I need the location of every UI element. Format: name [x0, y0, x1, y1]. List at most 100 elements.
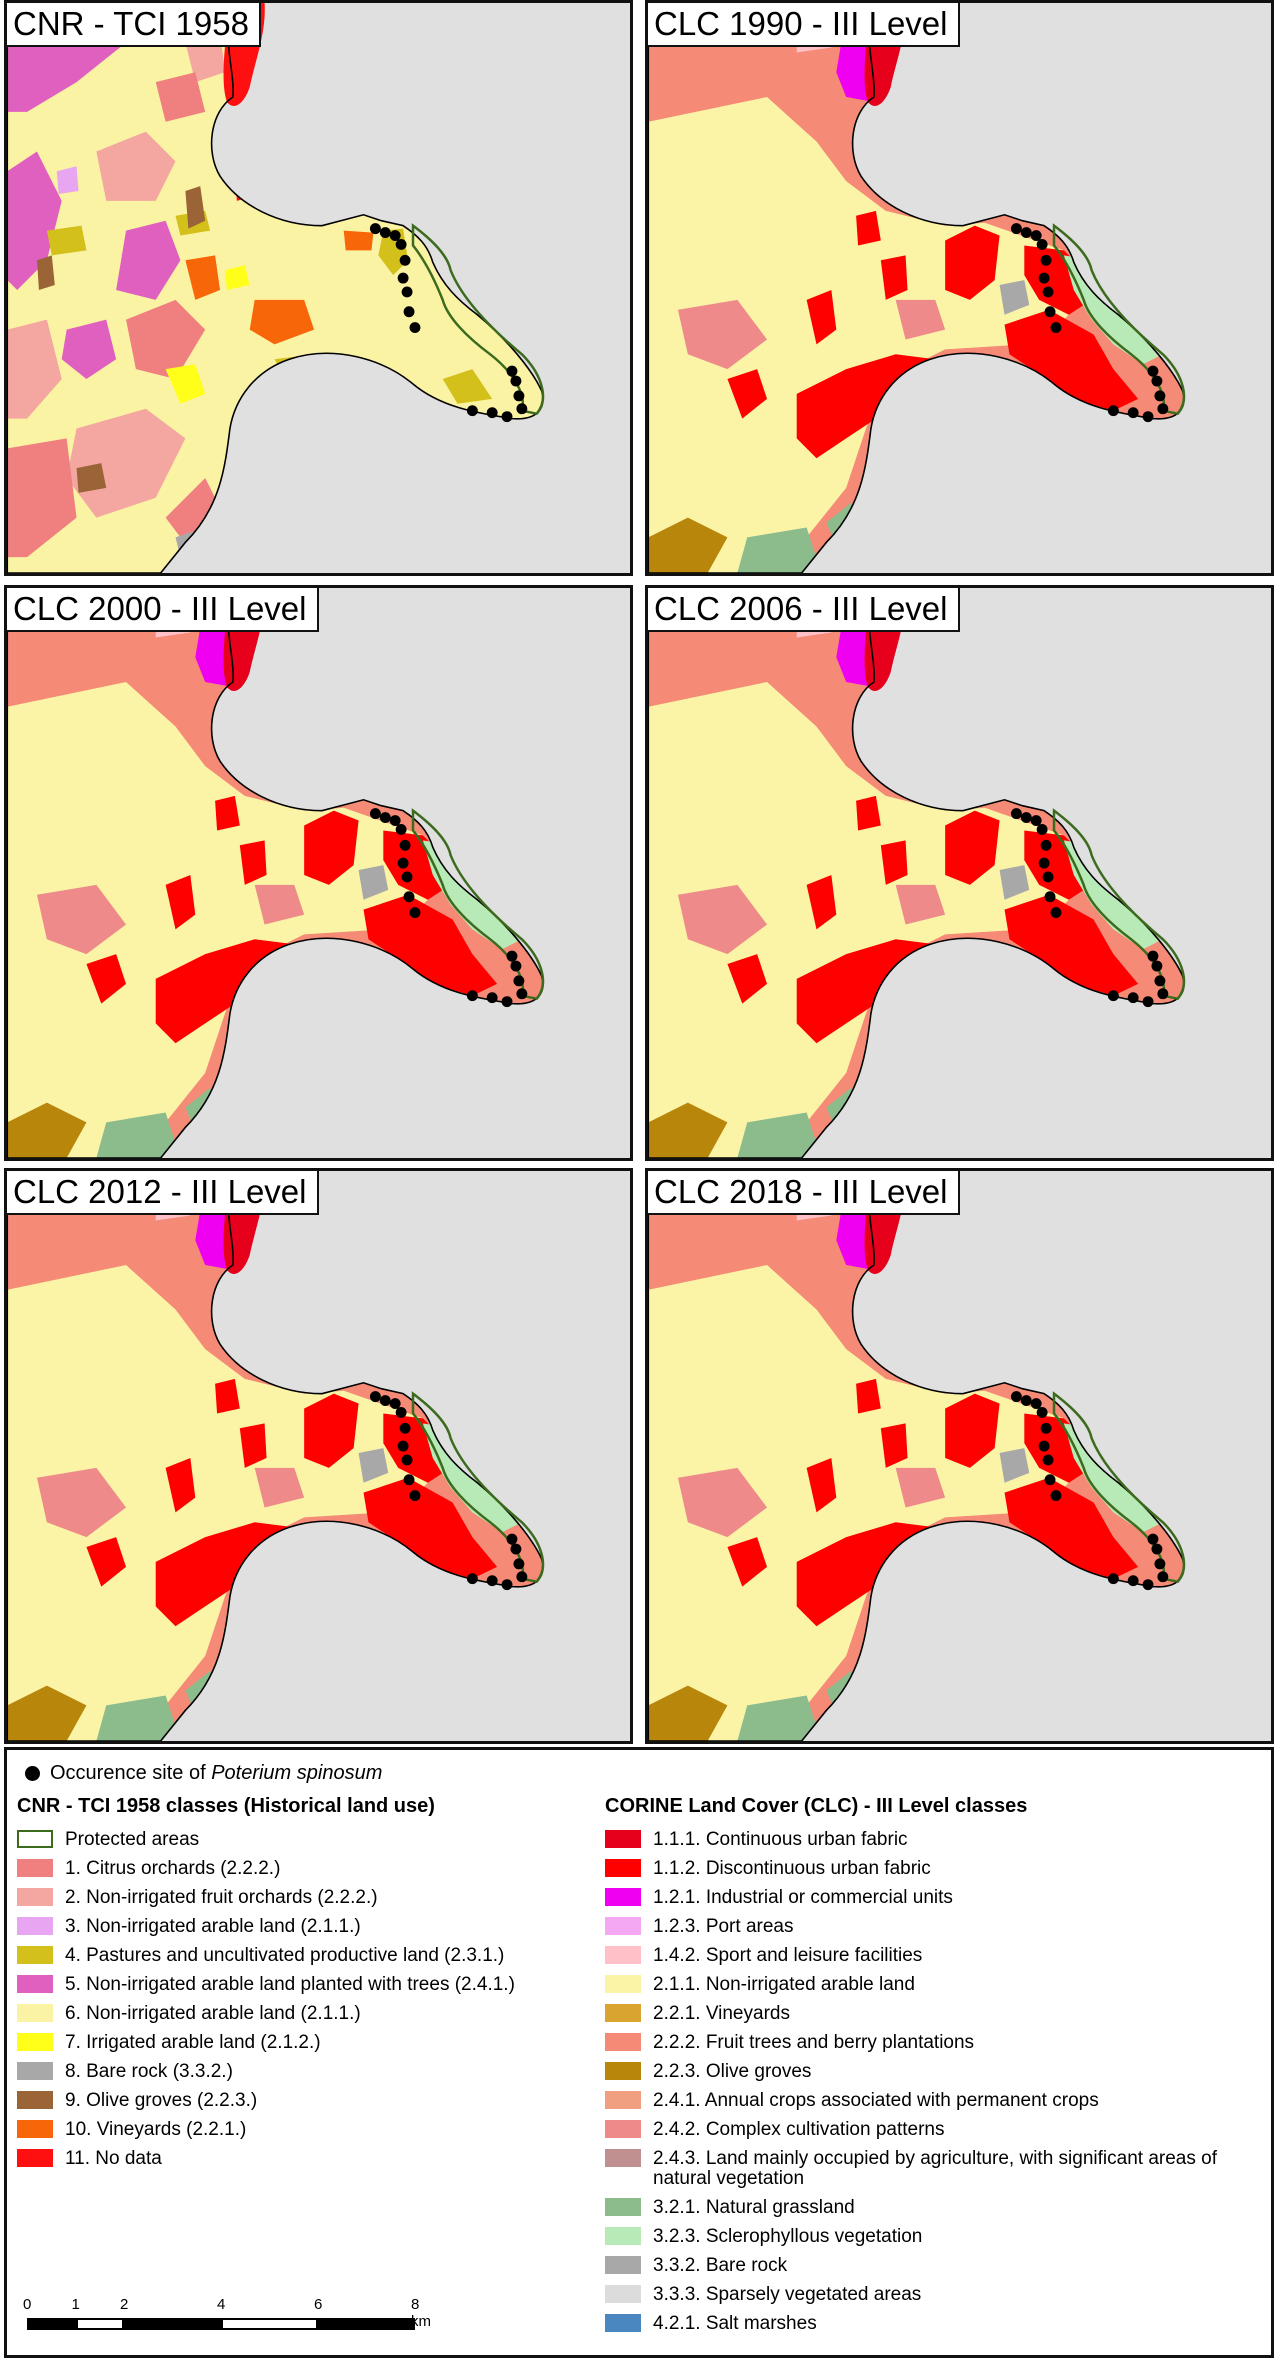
panel-title: CLC 2018 - III Level	[648, 1171, 960, 1215]
panel-title: CLC 2000 - III Level	[7, 588, 319, 632]
legend-item: 1. Citrus orchards (2.2.2.)	[17, 1859, 515, 1888]
legend-label: 2.4.3. Land mainly occupied by agricultu…	[653, 2148, 1217, 2189]
legend-label: 6. Non-irrigated arable land (2.1.1.)	[65, 2003, 361, 2024]
legend-swatch	[17, 1975, 53, 1993]
legend-swatch	[605, 2256, 641, 2274]
legend-swatch	[17, 2091, 53, 2109]
legend-label: 3.2.1. Natural grassland	[653, 2197, 855, 2218]
legend-swatch	[605, 2285, 641, 2303]
scale-label: 4	[217, 2296, 226, 2313]
legend-item: 2.1.1. Non-irrigated arable land	[605, 1975, 1265, 2004]
scale-label: 2	[120, 2296, 129, 2313]
panel-title: CLC 1990 - III Level	[648, 3, 960, 47]
map-panel-2012: CLC 2012 - III Level	[4, 1168, 633, 1744]
legend-swatch	[605, 2091, 641, 2109]
legend-label: 2.1.1. Non-irrigated arable land	[653, 1974, 915, 1995]
legend-item: 2.2.2. Fruit trees and berry plantations	[605, 2033, 1265, 2062]
legend-swatch	[17, 2120, 53, 2138]
legend-swatch	[17, 2033, 53, 2051]
legend-label: 9. Olive groves (2.2.3.)	[65, 2090, 258, 2111]
scale-label: 8 km	[411, 2296, 431, 2330]
legend-item: 10. Vineyards (2.2.1.)	[17, 2120, 515, 2149]
scale-segment	[124, 2318, 221, 2330]
tci-legend-heading: CNR - TCI 1958 classes (Historical land …	[17, 1795, 435, 1817]
clc-legend-list: 1.1.1. Continuous urban fabric 1.1.2. Dis…	[605, 1830, 1265, 2343]
map-panel-1958: CNR - TCI 1958	[4, 0, 633, 576]
legend-label: 1.4.2. Sport and leisure facilities	[653, 1945, 923, 1966]
legend-label: 10. Vineyards (2.2.1.)	[65, 2119, 247, 2140]
legend-item: 8. Bare rock (3.3.2.)	[17, 2062, 515, 2091]
legend-item: 2.4.3. Land mainly occupied by agricultu…	[605, 2149, 1265, 2198]
legend-item: 3.3.3. Sparsely vegetated areas	[605, 2285, 1265, 2314]
legend-swatch	[605, 1830, 641, 1848]
legend-label: 2.4.2. Complex cultivation patterns	[653, 2119, 945, 2140]
legend-label: 1.2.3. Port areas	[653, 1916, 794, 1937]
legend-label: 4.2.1. Salt marshes	[653, 2313, 817, 2334]
map-2018	[648, 1171, 1271, 1741]
legend-swatch	[605, 2314, 641, 2332]
legend-swatch	[17, 1888, 53, 1906]
legend-swatch	[605, 2149, 641, 2167]
legend-swatch	[17, 1830, 53, 1848]
legend-item: 3.2.1. Natural grassland	[605, 2198, 1265, 2227]
legend-swatch	[605, 1975, 641, 1993]
legend-label: 2.4.1. Annual crops associated with perm…	[653, 2090, 1099, 2111]
legend-item: 2.4.2. Complex cultivation patterns	[605, 2120, 1265, 2149]
occurrence-legend-item: Occurence site of Poterium spinosum	[25, 1762, 382, 1785]
legend-item: 2. Non-irrigated fruit orchards (2.2.2.)	[17, 1888, 515, 1917]
legend-swatch	[605, 2033, 641, 2051]
legend-swatch	[605, 1917, 641, 1935]
map-1990	[648, 3, 1271, 573]
legend-label: Protected areas	[65, 1829, 200, 1850]
legend-item: 6. Non-irrigated arable land (2.1.1.)	[17, 2004, 515, 2033]
legend-swatch	[17, 2004, 53, 2022]
legend-label: 3.3.2. Bare rock	[653, 2255, 788, 2276]
legend-item: 11. No data	[17, 2149, 515, 2178]
legend-label: 8. Bare rock (3.3.2.)	[65, 2061, 233, 2082]
occurrence-label: Occurence site of	[50, 1762, 206, 1784]
scale-label: 0	[23, 2296, 32, 2313]
scale-label: 6	[314, 2296, 323, 2313]
legend-item: 3.3.2. Bare rock	[605, 2256, 1265, 2285]
map-panel-2006: CLC 2006 - III Level	[645, 585, 1274, 1161]
map-panel-1990: CLC 1990 - III Level	[645, 0, 1274, 576]
map-2000	[7, 588, 630, 1158]
legend-swatch	[17, 1859, 53, 1877]
legend-label: 3.3.3. Sparsely vegetated areas	[653, 2284, 922, 2305]
map-1958	[7, 3, 630, 573]
map-panel-2000: CLC 2000 - III Level	[4, 585, 633, 1161]
legend-label: 1.1.2. Discontinuous urban fabric	[653, 1858, 931, 1879]
legend-item: 2.2.1. Vineyards	[605, 2004, 1265, 2033]
scale-bar: 0 1 2 4 6 8 km	[23, 2296, 437, 2351]
legend-item: 3. Non-irrigated arable land (2.1.1.)	[17, 1917, 515, 1946]
legend-label: 2. Non-irrigated fruit orchards (2.2.2.)	[65, 1887, 378, 1908]
legend-swatch	[605, 2062, 641, 2080]
legend-item: 4.2.1. Salt marshes	[605, 2314, 1265, 2343]
panel-title: CLC 2006 - III Level	[648, 588, 960, 632]
legend-label: 1. Citrus orchards (2.2.2.)	[65, 1858, 281, 1879]
legend-item: 1.1.2. Discontinuous urban fabric	[605, 1859, 1265, 1888]
legend-swatch	[17, 2149, 53, 2167]
panel-title: CLC 2012 - III Level	[7, 1171, 319, 1215]
legend-label: 2.2.1. Vineyards	[653, 2003, 790, 2024]
occurrence-dot-icon	[25, 1766, 40, 1781]
legend-item: 1.2.3. Port areas	[605, 1917, 1265, 1946]
scale-segment	[221, 2318, 318, 2330]
clc-legend-heading: CORINE Land Cover (CLC) - III Level clas…	[605, 1795, 1028, 1817]
map-2006	[648, 588, 1271, 1158]
legend-swatch	[605, 2004, 641, 2022]
legend-swatch	[605, 1946, 641, 1964]
legend-item: 2.4.1. Annual crops associated with perm…	[605, 2091, 1265, 2120]
legend-swatch	[605, 1888, 641, 1906]
legend-label: 11. No data	[65, 2148, 162, 2169]
legend-item: 3.2.3. Sclerophyllous vegetation	[605, 2227, 1265, 2256]
legend-item: 1.2.1. Industrial or commercial units	[605, 1888, 1265, 1917]
legend-label: 7. Irrigated arable land (2.1.2.)	[65, 2032, 321, 2053]
legend-item: 9. Olive groves (2.2.3.)	[17, 2091, 515, 2120]
legend-swatch	[605, 2120, 641, 2138]
legend-swatch	[17, 1917, 53, 1935]
legend-item: 7. Irrigated arable land (2.1.2.)	[17, 2033, 515, 2062]
scale-segment	[75, 2318, 124, 2330]
legend-label: 4. Pastures and uncultivated productive …	[65, 1945, 505, 1966]
legend-item: 1.1.1. Continuous urban fabric	[605, 1830, 1265, 1859]
